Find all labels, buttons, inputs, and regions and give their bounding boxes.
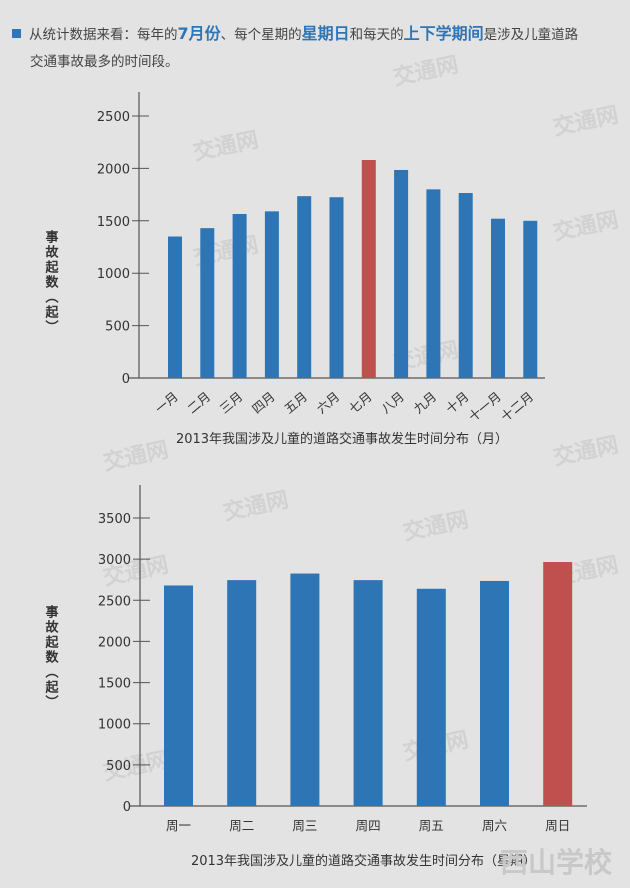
- x-tick-label: 三月: [217, 389, 246, 417]
- bar-周三: [290, 573, 320, 806]
- bar-十一月: [491, 218, 505, 378]
- x-tick-label: 周六: [482, 818, 507, 833]
- highlight-school-hours: 上下学期间: [403, 24, 484, 43]
- bar-周日: [543, 562, 573, 806]
- watermark: 交通网: [221, 487, 291, 526]
- bar-周五: [416, 588, 446, 806]
- x-tick-label: 九月: [411, 389, 440, 417]
- bar-周一: [164, 585, 193, 806]
- bar-周六: [480, 580, 509, 806]
- bar-八月: [394, 169, 409, 378]
- x-tick-label: 四月: [249, 389, 278, 417]
- y-axis-label: 事故起数（起）: [43, 229, 60, 335]
- bar-七月: [361, 160, 376, 378]
- bullet-icon: [12, 29, 21, 38]
- bar-五月: [297, 196, 312, 378]
- x-tick-label: 周一: [166, 818, 191, 833]
- bar-十月: [458, 193, 473, 378]
- highlight-sunday: 星期日: [301, 24, 350, 43]
- x-tick-label: 七月: [346, 389, 375, 417]
- x-tick-label: 周三: [292, 818, 317, 833]
- chart-weekday: 0 500 1000 1500 2000 2500 3000 3500 周一 周二 周三 周四 周五 周六…: [43, 485, 587, 869]
- bar-周二: [227, 580, 257, 806]
- intro-text: 从统计数据来看：每年的7月份、每个星期的星期日和每天的上下学期间是涉及儿童道路 …: [12, 20, 612, 76]
- bar-六月: [329, 197, 344, 378]
- x-tick-label: 一月: [152, 389, 181, 417]
- bar-一月: [168, 236, 182, 378]
- watermark: 交通网: [391, 52, 461, 91]
- y-tick-label: 1000: [97, 267, 130, 282]
- watermark: 交通网: [101, 437, 171, 476]
- x-tick-label: 十一月: [466, 389, 504, 425]
- x-tick-label: 周四: [356, 818, 381, 833]
- bar-二月: [200, 228, 215, 378]
- y-axis-label: 事故起数（起）: [43, 604, 60, 710]
- x-tick-label: 二月: [184, 389, 213, 417]
- bar-三月: [232, 213, 247, 378]
- y-tick-label: 2500: [97, 110, 130, 125]
- y-tick-label: 3000: [98, 553, 131, 568]
- chart-caption: 2013年我国涉及儿童的道路交通事故发生时间分布（月）: [176, 431, 508, 447]
- bar-十二月: [523, 220, 538, 378]
- y-tick-label: 500: [106, 759, 131, 774]
- y-tick-label: 1500: [98, 677, 131, 692]
- intro-text-line2: 交通事故最多的时间段。: [30, 54, 179, 70]
- footer-logo: 西山学校: [500, 846, 613, 879]
- y-tick-label: 1500: [97, 215, 130, 230]
- y-tick-label: 500: [105, 320, 130, 335]
- intro-text-part: 从统计数据来看：每年的: [29, 27, 178, 43]
- watermark: 交通网: [551, 432, 621, 471]
- x-tick-label: 八月: [378, 389, 407, 417]
- intro-text-part: 是涉及儿童道路: [483, 27, 579, 43]
- bar-周四: [353, 580, 383, 806]
- y-tick-label: 2000: [97, 162, 130, 177]
- y-tick-label: 2000: [98, 635, 131, 650]
- bar-四月: [264, 211, 279, 378]
- y-tick-label: 2500: [98, 594, 131, 609]
- watermark: 交通网: [191, 127, 261, 166]
- x-tick-label: 周日: [545, 818, 570, 833]
- bar-九月: [426, 189, 441, 378]
- watermark: 交通网: [551, 207, 621, 246]
- watermark: 交通网: [401, 507, 471, 546]
- y-tick-label: 3500: [98, 512, 131, 527]
- x-tick-label: 周二: [229, 818, 254, 833]
- intro-text-part: 、每个星期的: [220, 27, 302, 43]
- chart-caption: 2013年我国涉及儿童的道路交通事故发生时间分布（星期）: [191, 853, 536, 869]
- x-tick-label: 周五: [419, 818, 444, 833]
- highlight-july: 7月份: [177, 24, 221, 43]
- y-tick-label: 1000: [98, 718, 131, 733]
- x-tick-label: 六月: [314, 389, 343, 417]
- y-tick-label: 0: [123, 800, 131, 815]
- x-tick-label: 五月: [281, 389, 310, 417]
- y-tick-label: 0: [122, 372, 130, 387]
- watermark: 交通网: [551, 102, 621, 141]
- x-tick-label: 十二月: [498, 389, 536, 425]
- intro-text-part: 和每天的: [349, 27, 404, 43]
